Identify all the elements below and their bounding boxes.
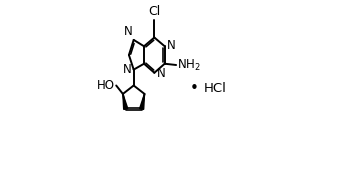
Text: N: N (123, 63, 132, 76)
Text: N: N (156, 67, 165, 80)
Text: NH$_2$: NH$_2$ (177, 57, 201, 73)
Text: HO: HO (97, 79, 115, 92)
Text: N: N (124, 25, 132, 38)
Polygon shape (123, 94, 128, 109)
Text: N: N (167, 39, 175, 52)
Polygon shape (140, 94, 145, 109)
Text: Cl: Cl (148, 5, 160, 18)
Text: •: • (190, 81, 198, 96)
Text: HCl: HCl (204, 82, 226, 95)
